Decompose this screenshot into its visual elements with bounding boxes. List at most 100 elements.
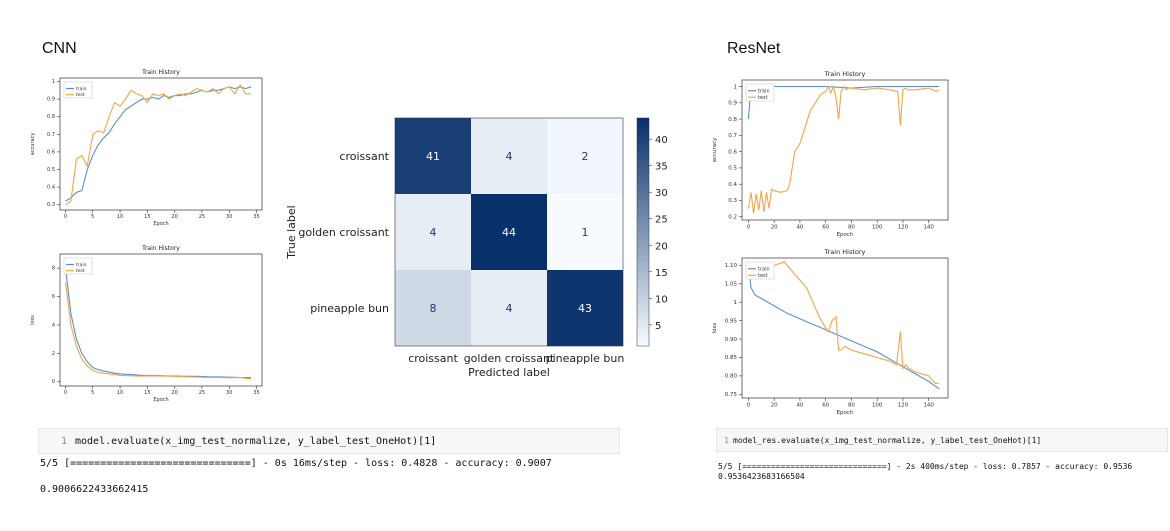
x-tick-label: 30 <box>226 214 232 220</box>
cm-cell <box>547 118 623 194</box>
y-tick-label: 0.3 <box>728 198 737 204</box>
y-tick-label: 0.4 <box>47 185 55 191</box>
cm-col-label: golden croissant <box>464 352 555 365</box>
y-tick-label: 1.10 <box>725 263 738 269</box>
cm-cell <box>547 270 623 346</box>
plot-frame <box>59 253 263 387</box>
x-tick-label: 30 <box>226 390 232 396</box>
cm-x-axis-label: Predicted label <box>468 366 550 379</box>
resnet-code-cell[interactable]: 1 model_res.evaluate(x_img_test_normaliz… <box>716 428 1168 452</box>
resnet-loss-chart: Train History 0 20 40 60 80 100 120 140 0.75 0.80 0… <box>712 248 949 416</box>
y-tick-label: 0.2 <box>728 214 737 220</box>
x-axis-label: Epoch <box>153 221 168 227</box>
y-tick-label: 0.5 <box>47 167 55 173</box>
x-tick-label: 10 <box>117 214 123 220</box>
x-tick-label: 20 <box>171 214 177 220</box>
cm-cell-value: 8 <box>430 302 437 315</box>
x-tick-label: 0 <box>747 225 751 231</box>
x-tick-label: 0 <box>64 390 67 396</box>
legend-label-train: train <box>76 262 87 268</box>
y-tick-label: 1 <box>734 300 738 306</box>
cm-colorbar-tick-label: 40 <box>655 135 668 146</box>
cm-colorbar-tick-label: 20 <box>655 241 668 252</box>
cm-row-label: golden croissant <box>298 226 389 239</box>
y-tick-label: 0.95 <box>725 318 738 324</box>
cnn-code-text: model.evaluate(x_img_test_normalize, y_l… <box>75 435 437 447</box>
cm-cell <box>547 194 623 270</box>
y-tick-label: 8 <box>52 266 55 272</box>
cm-cell-value: 2 <box>582 150 589 163</box>
series-line-test <box>747 261 939 384</box>
y-tick-label: 0.90 <box>725 337 738 343</box>
plot-frame <box>59 77 263 211</box>
x-tick-label: 140 <box>923 225 934 231</box>
cnn-accuracy-chart: Train History 0 5 10 15 20 25 30 35 0.3 0.4 0.5 0.6 0… <box>30 69 263 227</box>
y-axis-label: accuracy <box>712 137 718 163</box>
series-line-train <box>64 268 252 379</box>
cnn-code-cell[interactable]: 1 model.evaluate(x_img_test_normalize, y… <box>38 428 620 454</box>
plot-frame <box>741 257 949 399</box>
cm-col-label: croissant <box>408 352 458 365</box>
cm-colorbar-tick-label: 15 <box>655 268 668 279</box>
y-tick-label: 0.3 <box>47 202 55 208</box>
y-tick-label: 0.80 <box>725 374 738 380</box>
x-tick-label: 5 <box>91 214 94 220</box>
cm-colorbar-tick-label: 30 <box>655 188 668 199</box>
cm-cell-value: 41 <box>426 150 440 163</box>
y-tick-label: 0.5 <box>728 166 737 172</box>
x-tick-label: 0 <box>747 403 751 409</box>
chart-title: Train History <box>141 245 180 252</box>
cm-cell <box>471 194 547 270</box>
x-tick-label: 140 <box>923 403 934 409</box>
series-line-train <box>747 265 940 390</box>
cm-colorbar-tick-label: 5 <box>655 321 661 332</box>
y-tick-label: 1 <box>734 84 738 90</box>
y-tick-label: 0.8 <box>47 114 55 120</box>
resnet-output-progress: 5/5 [==============================] - 2… <box>718 462 1133 471</box>
cnn-section-title: CNN <box>42 40 77 57</box>
x-tick-label: 60 <box>822 403 829 409</box>
cm-colorbar <box>636 117 650 347</box>
cm-frame <box>394 117 624 347</box>
x-tick-label: 15 <box>144 390 150 396</box>
x-tick-label: 35 <box>253 214 259 220</box>
y-tick-label: 0.85 <box>725 355 738 361</box>
x-tick-label: 40 <box>796 225 803 231</box>
cnn-loss-chart: Train History 0 5 10 15 20 25 30 35 0 2 4 6 8 Epoch los… <box>30 245 263 403</box>
x-tick-label: 120 <box>898 225 909 231</box>
cm-cell <box>395 270 471 346</box>
x-tick-label: 40 <box>796 403 803 409</box>
cnn-output-result: 0.9006622433662415 <box>40 484 149 495</box>
resnet-output-result: 0.9536423683166504 <box>718 472 805 481</box>
cm-cell <box>395 118 471 194</box>
x-tick-label: 10 <box>117 390 123 396</box>
y-tick-label: 0.6 <box>47 149 55 155</box>
x-tick-label: 80 <box>848 403 855 409</box>
legend-label-test: test <box>758 273 768 279</box>
x-tick-label: 120 <box>898 403 909 409</box>
legend-label-test: test <box>76 92 85 98</box>
x-tick-label: 80 <box>848 225 855 231</box>
cm-cell <box>395 194 471 270</box>
x-tick-label: 5 <box>91 390 94 396</box>
x-tick-label: 0 <box>64 214 67 220</box>
x-tick-label: 25 <box>199 214 205 220</box>
cm-colorbar-tick-label: 25 <box>655 215 668 226</box>
y-axis-label: accuracy <box>30 133 36 156</box>
resnet-cell-line-number: 1 <box>724 435 729 445</box>
y-tick-label: 0.75 <box>725 392 738 398</box>
cm-colorbar-tick-label: 10 <box>655 294 668 305</box>
y-tick-label: 0.9 <box>47 97 55 103</box>
y-axis-label: loss <box>30 315 36 325</box>
series-line-test <box>747 84 940 214</box>
cm-cell-value: 43 <box>578 302 592 315</box>
x-tick-label: 25 <box>199 390 205 396</box>
cm-y-axis-label: True label <box>285 205 298 259</box>
y-tick-label: 1 <box>52 79 55 85</box>
cm-cell-value: 44 <box>502 226 516 239</box>
cm-col-label: pineapple bun <box>546 352 625 365</box>
x-axis-label: Epoch <box>153 397 168 403</box>
legend-label-train: train <box>76 86 87 92</box>
series-line-train <box>65 86 252 202</box>
